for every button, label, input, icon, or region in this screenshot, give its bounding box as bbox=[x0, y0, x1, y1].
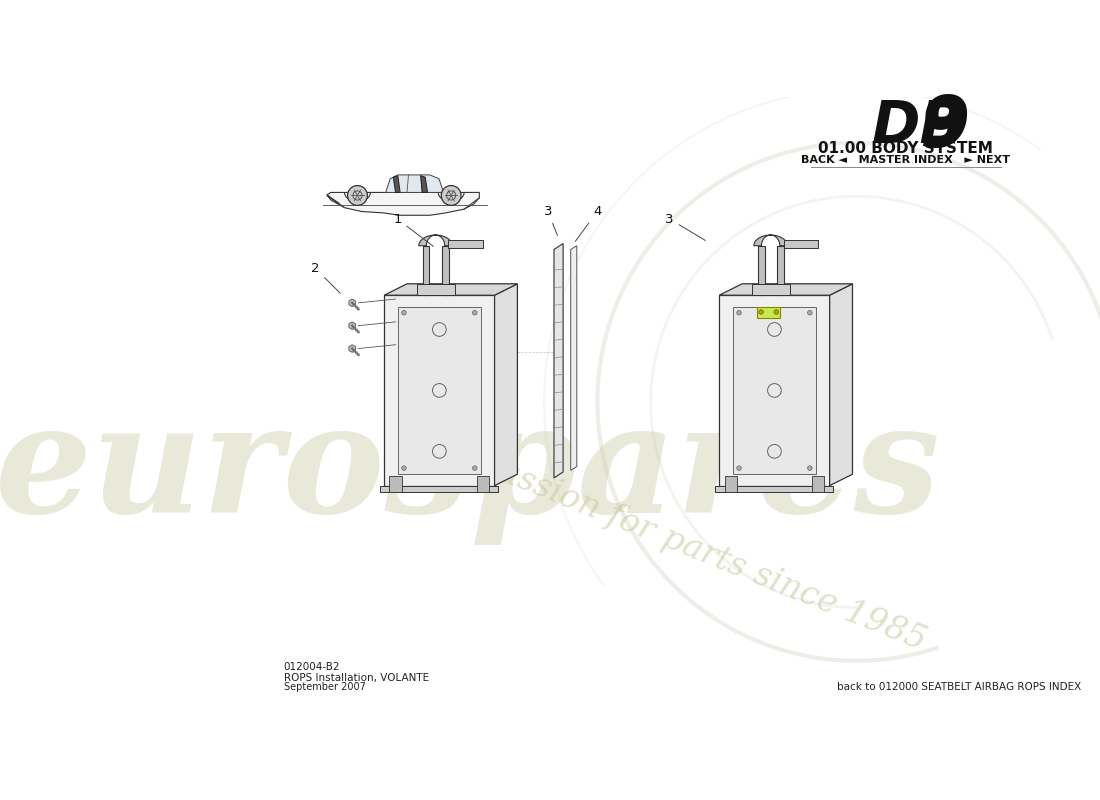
Circle shape bbox=[473, 466, 477, 470]
Polygon shape bbox=[812, 477, 824, 492]
Polygon shape bbox=[829, 284, 852, 486]
Text: DB: DB bbox=[871, 98, 965, 154]
Polygon shape bbox=[751, 284, 790, 295]
Circle shape bbox=[441, 186, 461, 206]
Text: 3: 3 bbox=[666, 213, 705, 241]
Circle shape bbox=[807, 466, 812, 470]
Polygon shape bbox=[420, 176, 428, 193]
Text: a passion for parts since 1985: a passion for parts since 1985 bbox=[447, 436, 931, 657]
Text: BACK ◄   MASTER INDEX   ► NEXT: BACK ◄ MASTER INDEX ► NEXT bbox=[801, 154, 1010, 165]
Polygon shape bbox=[327, 193, 480, 215]
Polygon shape bbox=[349, 322, 355, 330]
Text: 2: 2 bbox=[311, 262, 340, 294]
Polygon shape bbox=[398, 306, 481, 474]
Circle shape bbox=[402, 466, 406, 470]
Text: 4: 4 bbox=[575, 205, 602, 242]
Polygon shape bbox=[758, 246, 764, 295]
Text: 012004-B2: 012004-B2 bbox=[284, 662, 340, 672]
Polygon shape bbox=[719, 295, 829, 486]
Text: 01.00 BODY SYSTEM: 01.00 BODY SYSTEM bbox=[818, 141, 993, 156]
Polygon shape bbox=[719, 284, 852, 295]
Circle shape bbox=[402, 310, 406, 315]
Polygon shape bbox=[394, 176, 400, 193]
Polygon shape bbox=[384, 284, 517, 295]
Polygon shape bbox=[715, 486, 834, 492]
Polygon shape bbox=[757, 306, 780, 318]
Polygon shape bbox=[754, 235, 788, 246]
Polygon shape bbox=[442, 246, 449, 295]
Polygon shape bbox=[783, 240, 817, 248]
Polygon shape bbox=[733, 306, 816, 474]
Polygon shape bbox=[386, 175, 443, 193]
Text: eurospares: eurospares bbox=[0, 396, 940, 545]
Text: back to 012000 SEATBELT AIRBAG ROPS INDEX: back to 012000 SEATBELT AIRBAG ROPS INDE… bbox=[837, 682, 1081, 693]
Polygon shape bbox=[571, 246, 576, 470]
Polygon shape bbox=[349, 345, 355, 352]
Text: September 2007: September 2007 bbox=[284, 682, 365, 693]
Polygon shape bbox=[449, 240, 483, 248]
Circle shape bbox=[348, 186, 367, 206]
Polygon shape bbox=[477, 477, 490, 492]
Text: 1: 1 bbox=[393, 213, 433, 246]
Polygon shape bbox=[495, 284, 517, 486]
Polygon shape bbox=[419, 235, 452, 246]
Circle shape bbox=[737, 466, 741, 470]
Circle shape bbox=[774, 310, 779, 314]
Circle shape bbox=[759, 310, 763, 314]
Polygon shape bbox=[725, 477, 737, 492]
Polygon shape bbox=[422, 246, 429, 295]
Polygon shape bbox=[417, 284, 454, 295]
Circle shape bbox=[737, 310, 741, 315]
Circle shape bbox=[473, 310, 477, 315]
Polygon shape bbox=[349, 299, 355, 306]
Circle shape bbox=[807, 310, 812, 315]
Polygon shape bbox=[384, 295, 495, 486]
Polygon shape bbox=[554, 243, 563, 478]
Polygon shape bbox=[381, 486, 498, 492]
Text: ROPS Installation, VOLANTE: ROPS Installation, VOLANTE bbox=[284, 673, 429, 682]
Text: 9: 9 bbox=[918, 93, 969, 162]
Text: 3: 3 bbox=[543, 205, 558, 235]
Polygon shape bbox=[389, 477, 402, 492]
Polygon shape bbox=[778, 246, 784, 295]
